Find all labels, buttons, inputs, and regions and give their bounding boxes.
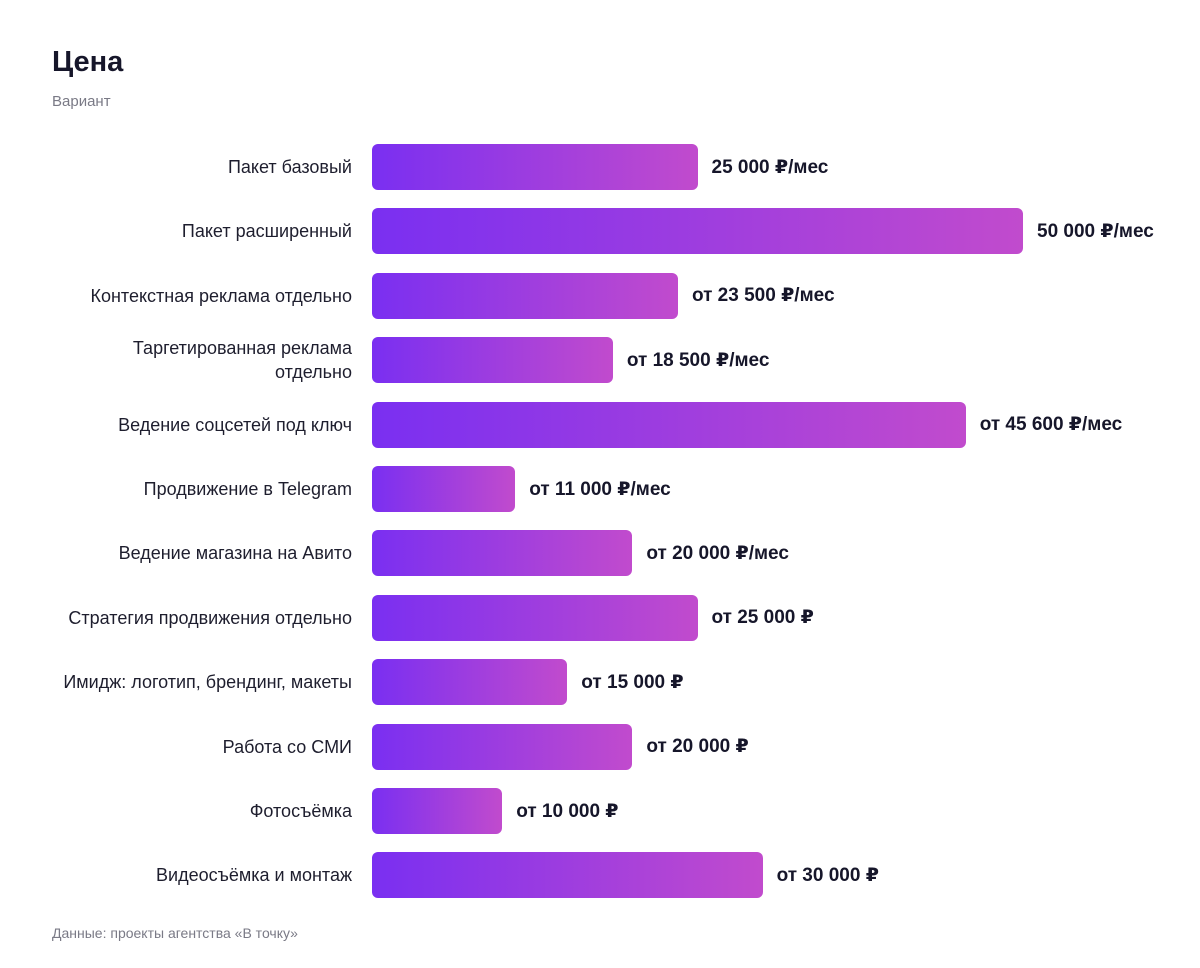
bar: [372, 723, 633, 770]
data-label: 50 000 ₽/мес: [1037, 220, 1154, 242]
category-label: Ведение соцсетей под ключ: [118, 414, 352, 435]
data-label: от 23 500 ₽/мес: [691, 285, 835, 307]
bar: [372, 144, 698, 190]
data-label: от 30 000 ₽: [776, 864, 879, 886]
bar: [372, 401, 966, 448]
data-label: от 10 000 ₽: [516, 800, 619, 822]
category-label: Видеосъёмка и монтаж: [156, 865, 352, 886]
bar: [372, 788, 503, 834]
data-label: от 25 000 ₽: [711, 607, 814, 629]
category-label: Ведение магазина на Авито: [118, 543, 352, 564]
category-label: Работа со СМИ: [222, 736, 352, 757]
category-label: Имидж: логотип, брендинг, макеты: [63, 672, 352, 693]
chart-title: Цена: [52, 46, 124, 78]
category-label: Пакет базовый: [227, 157, 352, 177]
data-label: 25 000 ₽/мес: [711, 156, 829, 178]
source-note: Данные: проекты агентства «В точку»: [52, 925, 298, 941]
bar: [372, 594, 698, 641]
data-label: от 18 500 ₽/мес: [626, 349, 770, 371]
data-label: от 45 600 ₽/мес: [979, 414, 1123, 436]
bar: [372, 272, 678, 319]
category-label: Пакет расширенный: [181, 221, 352, 242]
bar: [372, 659, 568, 706]
bar: [372, 466, 516, 512]
category-label: Контекстная реклама отдельно: [90, 285, 352, 306]
bar: [372, 852, 763, 899]
bar: [372, 530, 633, 577]
category-label: Стратегия продвижения отдельно: [68, 607, 352, 628]
data-label: от 11 000 ₽/мес: [529, 478, 671, 500]
data-label: от 20 000 ₽: [646, 736, 749, 758]
chart-subtitle: Вариант: [52, 93, 111, 110]
bar: [372, 337, 613, 384]
data-label: от 15 000 ₽: [581, 671, 684, 693]
bar: [372, 208, 1023, 255]
data-label: от 20 000 ₽/мес: [646, 542, 789, 564]
category-label: Таргетированная реклама отдельно: [132, 338, 352, 383]
category-label: Фотосъёмка: [249, 801, 352, 821]
category-label: Продвижение в Telegram: [143, 479, 352, 499]
